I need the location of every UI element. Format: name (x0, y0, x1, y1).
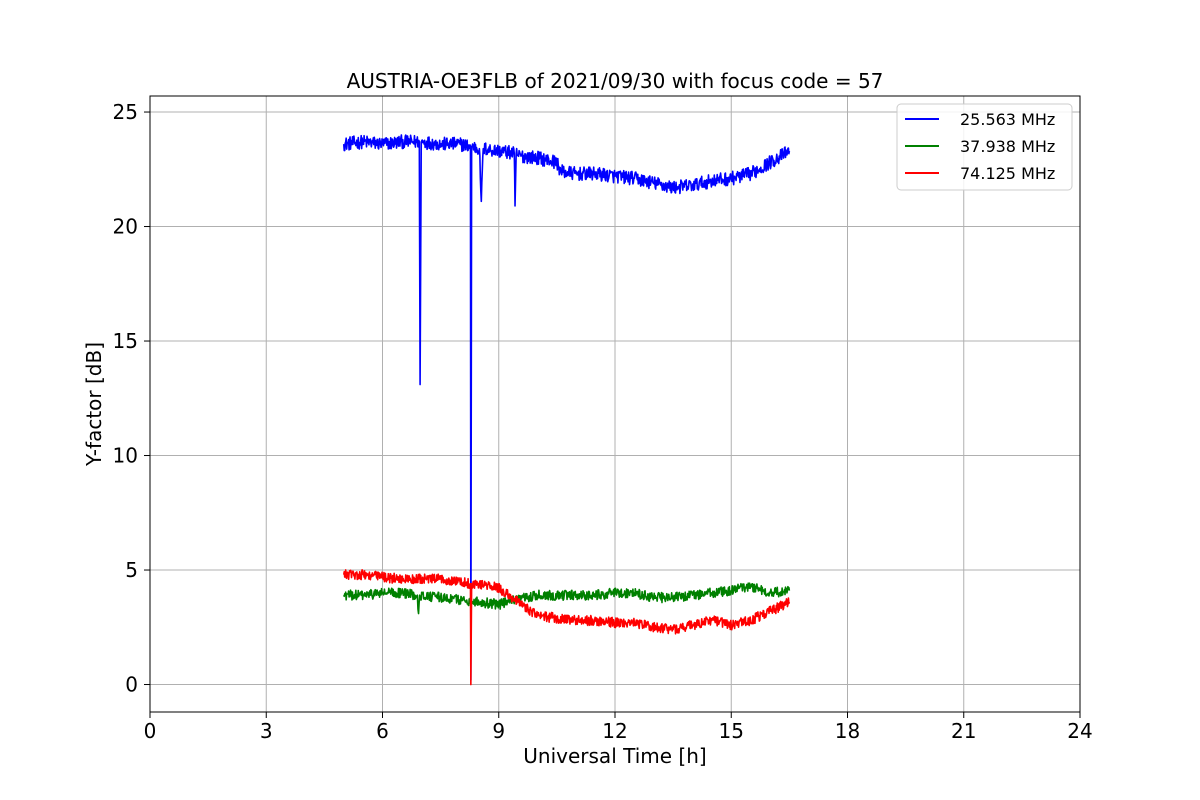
x-tick-label: 24 (1067, 719, 1092, 743)
y-tick-label: 10 (113, 444, 138, 468)
x-tick-label: 6 (376, 719, 389, 743)
chart-title: AUSTRIA-OE3FLB of 2021/09/30 with focus … (347, 69, 884, 93)
y-axis-label: Y-factor [dB] (82, 342, 106, 467)
x-axis-label: Universal Time [h] (523, 744, 706, 768)
legend-entry-label: 37.938 MHz (960, 137, 1055, 156)
x-tick-label: 12 (602, 719, 627, 743)
y-tick-label: 5 (125, 558, 138, 582)
series-line (342, 569, 791, 686)
y-tick-label: 25 (113, 100, 138, 124)
y-tick-label: 20 (113, 215, 138, 239)
x-tick-label: 9 (492, 719, 505, 743)
series-line (343, 582, 791, 615)
x-tick-label: 0 (144, 719, 157, 743)
legend: 25.563 MHz 37.938 MHz 74.125 MHz (896, 103, 1073, 191)
series-line (342, 134, 791, 681)
x-tick-label: 21 (951, 719, 976, 743)
series-layer (342, 134, 791, 686)
legend-entry-label: 25.563 MHz (960, 110, 1055, 129)
axis-ticks: 0 3 6 9 12 15 18 21 24 0 5 10 15 20 25 (113, 100, 1093, 743)
x-tick-label: 18 (835, 719, 860, 743)
legend-entry-label: 74.125 MHz (960, 164, 1055, 183)
legend-box (896, 103, 1073, 191)
x-tick-label: 15 (719, 719, 744, 743)
x-tick-label: 3 (260, 719, 273, 743)
y-tick-label: 0 (125, 673, 138, 697)
y-tick-label: 15 (113, 329, 138, 353)
